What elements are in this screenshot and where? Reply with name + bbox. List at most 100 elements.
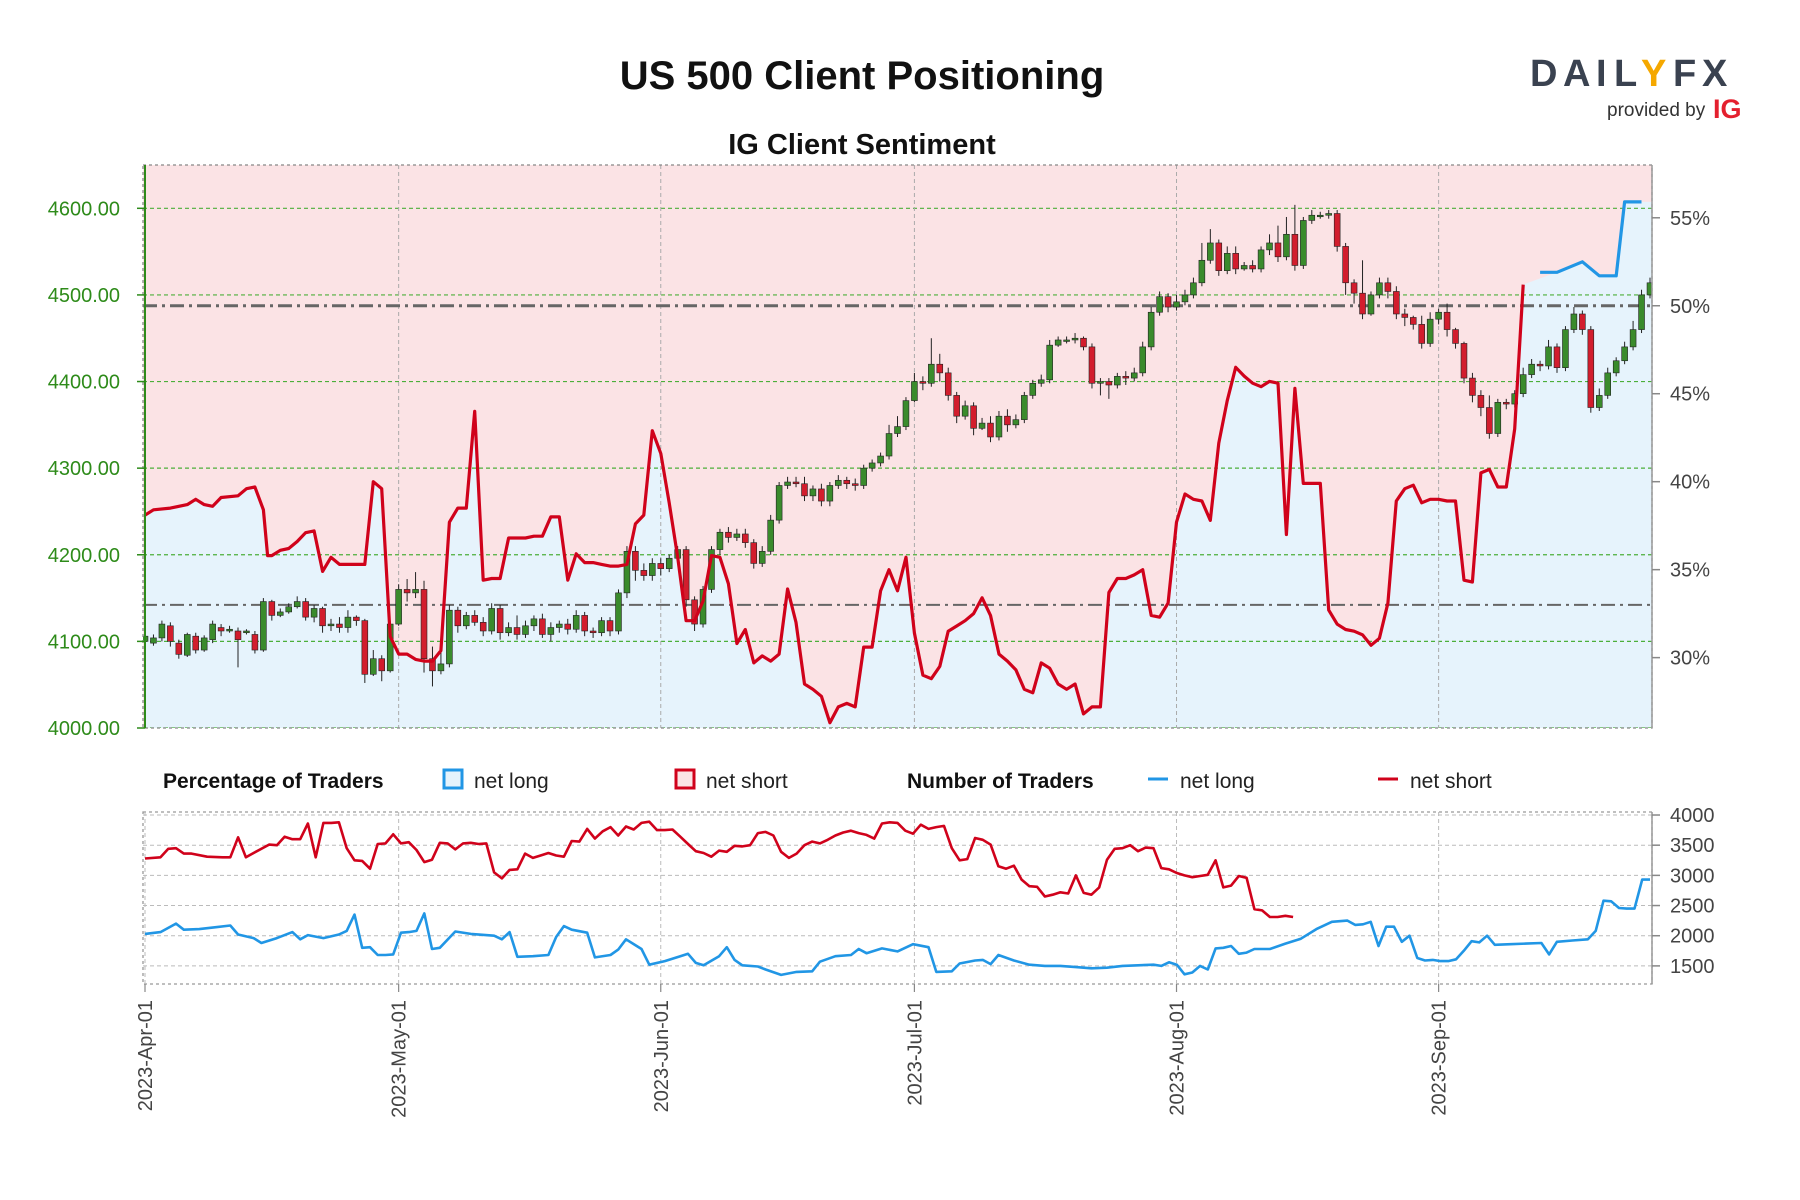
price-tick-label: 4200.00 [48, 545, 120, 567]
candle-body [987, 422, 994, 438]
candle-body [471, 615, 479, 623]
candle [1046, 339, 1053, 384]
candle [1393, 286, 1400, 320]
candle [632, 546, 639, 581]
candle [1359, 260, 1366, 320]
candle-body [167, 625, 174, 642]
candle-body [623, 551, 631, 594]
candle-body [953, 395, 960, 417]
candle [767, 514, 774, 555]
candle-body [1503, 402, 1510, 405]
candle-body [1173, 301, 1180, 308]
candle-body [657, 563, 665, 569]
candle [851, 478, 859, 491]
candle [1300, 216, 1307, 269]
candle-body [961, 405, 969, 417]
candle-body [818, 488, 825, 502]
candle [175, 639, 183, 659]
candle [1367, 291, 1375, 316]
candle [361, 618, 369, 683]
candle [310, 605, 318, 623]
candle [564, 618, 572, 635]
candle [843, 476, 851, 489]
candle [1528, 359, 1535, 379]
candle-body [649, 563, 656, 576]
candle [1494, 398, 1502, 437]
candle [1342, 242, 1349, 295]
logo-letter-f: F [1673, 53, 1696, 95]
candle [1029, 379, 1037, 399]
candle [953, 391, 960, 424]
candle-body [1418, 324, 1425, 344]
count-tick-label: 3000 [1670, 865, 1715, 887]
candle-body [1401, 313, 1409, 318]
candle [327, 618, 335, 631]
candle-body [1012, 419, 1020, 426]
candle-body [919, 381, 927, 384]
candle-body [1156, 296, 1163, 313]
candle-body [1004, 415, 1011, 426]
net-long-percent-line [1540, 200, 1642, 278]
candle-body [1232, 253, 1239, 270]
candle [1190, 277, 1197, 299]
candle-body [911, 381, 918, 401]
candle [226, 625, 233, 633]
candle-body [1283, 233, 1290, 258]
candle [505, 622, 512, 637]
candle [319, 606, 326, 633]
candle [615, 589, 622, 635]
candle [1063, 336, 1070, 344]
candle-body [310, 608, 318, 618]
candle [725, 527, 732, 543]
lower-panel: 1500 2000 2500 3000 3500 4000 [142, 805, 1715, 985]
candle-body [1409, 317, 1417, 325]
date-tick-label: 2023-Aug-01 [1167, 1000, 1189, 1116]
candle [784, 476, 791, 489]
candle-body [784, 481, 791, 486]
candle-body [496, 608, 504, 634]
candle-body [1122, 376, 1130, 379]
candle-body [370, 658, 377, 675]
candle [1638, 289, 1645, 334]
candle-body [513, 627, 521, 635]
candle [1376, 277, 1383, 299]
candle-body [1553, 346, 1561, 368]
candle [437, 650, 445, 675]
candle [1223, 246, 1231, 275]
net-long-region [145, 201, 1652, 728]
price-tick-label: 4100.00 [48, 631, 120, 653]
candle-body [801, 483, 808, 497]
candle-body [150, 637, 157, 644]
candle-body [809, 488, 817, 497]
candle-body [826, 485, 834, 502]
candle-body [1097, 381, 1104, 384]
candle [1181, 289, 1189, 306]
candle-body [175, 642, 183, 655]
candle [606, 617, 614, 637]
candle [1333, 210, 1341, 252]
candle-body [851, 483, 859, 486]
candle [1519, 367, 1527, 398]
candle-body [1655, 283, 1661, 286]
candle [919, 376, 927, 391]
candle-body [1393, 291, 1400, 315]
candle-body [1477, 395, 1485, 408]
candle-body [868, 462, 876, 469]
candle-body [217, 627, 225, 632]
candle-body [488, 608, 495, 632]
candle-body [1207, 242, 1214, 261]
candle-body [403, 589, 411, 594]
candle [1291, 204, 1299, 271]
candle-body [1063, 339, 1070, 342]
candle-body [1029, 382, 1037, 396]
candle-body [268, 601, 276, 616]
candle [167, 622, 174, 647]
candle [158, 620, 166, 642]
date-tick-label: 2023-Jun-01 [651, 1000, 673, 1112]
candle-body [1612, 360, 1620, 374]
candle [530, 615, 538, 631]
candle [1105, 378, 1113, 399]
candle [1604, 367, 1611, 399]
candle-body [1545, 346, 1552, 367]
candle [1316, 211, 1324, 219]
